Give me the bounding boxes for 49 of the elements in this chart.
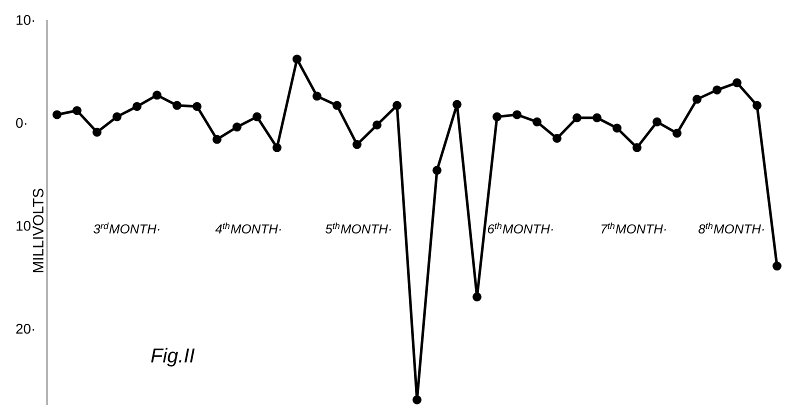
point: [432, 166, 442, 175]
point: [652, 117, 662, 126]
point: [712, 85, 722, 94]
annotation: 3$^{rd}$MONTH·: [94, 222, 160, 234]
point: [612, 124, 622, 133]
point: [592, 113, 602, 122]
point: [232, 122, 242, 132]
point: [772, 262, 782, 271]
point: [492, 112, 502, 122]
point: [292, 54, 302, 64]
point: [552, 134, 562, 143]
y-tick-label: 10·: [16, 15, 34, 25]
annotation: 8$^{th}$MONTH·: [698, 222, 764, 234]
point: [312, 92, 322, 101]
annotation: 4$^{th}$MONTH·: [215, 222, 281, 234]
point: [572, 113, 582, 122]
point: [52, 110, 62, 120]
point: [532, 117, 542, 126]
point: [352, 140, 362, 150]
point: [752, 100, 762, 110]
point: [152, 90, 162, 100]
point: [192, 102, 202, 111]
point: [92, 128, 102, 137]
point: [632, 143, 642, 152]
text: Fig.II: [151, 348, 195, 367]
y-tick-label: 10·: [16, 220, 34, 231]
annotation: 7$^{th}$MONTH·: [602, 222, 666, 234]
point: [452, 100, 462, 109]
point: [372, 120, 382, 130]
point: [132, 102, 142, 111]
annotation: 6$^{th}$MONTH·: [488, 222, 553, 234]
point: [512, 110, 522, 120]
point: [692, 94, 702, 104]
point: [732, 78, 742, 88]
point: [672, 128, 682, 138]
point: [172, 100, 182, 110]
point: [112, 112, 122, 122]
point: [332, 100, 342, 110]
y-tick-label: 0·: [16, 118, 26, 128]
annotation: 5$^{th}$MONTH·: [326, 222, 391, 234]
y-tick-label: 20·: [16, 324, 34, 334]
point: [472, 292, 482, 302]
point: [392, 100, 402, 110]
point: [252, 112, 262, 122]
point: [412, 395, 422, 404]
point: [212, 134, 222, 144]
y-axis-title: MILLIVOLTS: [32, 188, 44, 272]
point: [272, 143, 282, 152]
point: [72, 106, 82, 116]
